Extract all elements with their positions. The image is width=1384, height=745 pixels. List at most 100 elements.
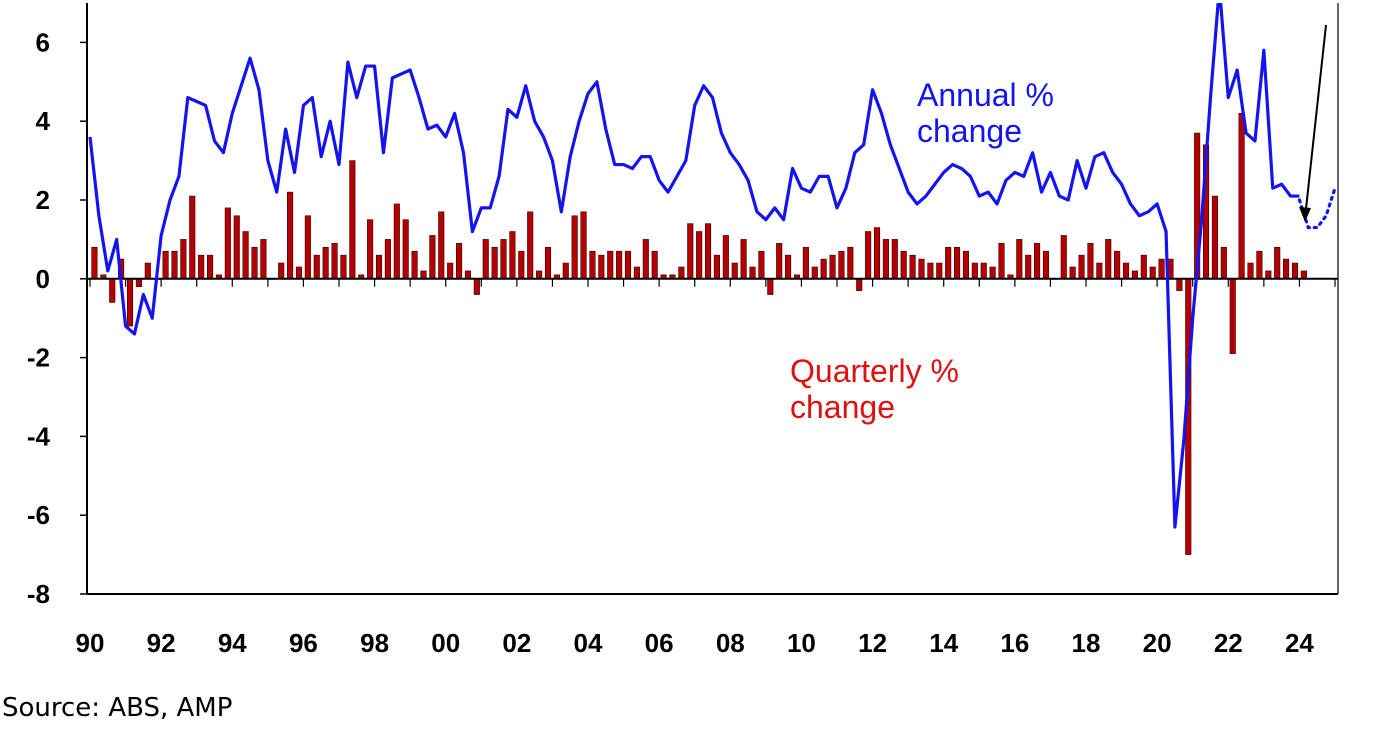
x-tick-label: 14 <box>929 628 958 658</box>
quarterly-bar <box>776 243 783 280</box>
quarterly-bar <box>509 231 516 280</box>
quarterly-bar <box>891 239 898 280</box>
quarterly-bar <box>482 239 489 280</box>
quarterly-bar <box>971 262 978 280</box>
quarterly-bar <box>1069 266 1076 280</box>
axes <box>80 3 1339 595</box>
quarterly-bar <box>1158 258 1165 280</box>
quarterly-bar <box>518 250 525 280</box>
annual-label-line1: Annual % <box>917 77 1054 113</box>
x-tick-label: 00 <box>431 628 460 658</box>
x-tick-label: 16 <box>1000 628 1029 658</box>
quarterly-bar <box>740 239 747 280</box>
quarterly-bar <box>126 278 134 327</box>
x-tick-label: 18 <box>1072 628 1101 658</box>
x-tick-label: 02 <box>502 628 531 658</box>
quarterly-bar <box>749 266 756 280</box>
quarterly-bar <box>135 278 142 287</box>
y-tick-label: 0 <box>36 264 50 294</box>
quarterly-bar <box>989 266 996 280</box>
quarterly-bar <box>251 246 258 280</box>
quarterly-bar <box>1087 243 1094 280</box>
y-tick-label: -8 <box>27 579 50 609</box>
quarterly-bar <box>1114 250 1121 280</box>
x-tick-label: 08 <box>716 628 745 658</box>
quarterly-bar <box>198 254 205 280</box>
quarterly-bar <box>1300 270 1307 280</box>
quarterly-bar <box>624 250 632 280</box>
quarterly-bar <box>936 262 943 280</box>
quarterly-bar <box>651 250 658 280</box>
quarterly-bar <box>838 250 845 280</box>
source-note: Source: ABS, AMP <box>2 693 233 723</box>
quarterly-bar <box>1122 262 1130 280</box>
quarterly-bar <box>580 211 587 280</box>
quarterly-bar <box>1274 246 1281 280</box>
quarterly-bar <box>882 239 889 280</box>
quarterly-bar <box>1229 278 1236 354</box>
quarterly-bar <box>589 250 596 280</box>
quarterly-bar <box>918 258 925 280</box>
quarterly-bar <box>1283 258 1290 280</box>
quarterly-bar <box>811 266 818 280</box>
quarterly-bar <box>731 262 738 280</box>
quarterly-bar <box>1211 195 1218 280</box>
quarterly-bar <box>464 270 472 280</box>
quarterly-bar <box>642 239 649 280</box>
x-tick-label: 20 <box>1143 628 1172 658</box>
forecast-line <box>1297 186 1337 230</box>
quarterly-bar <box>722 235 729 280</box>
quarterly-bar <box>1060 235 1067 280</box>
quarterly-bar <box>544 246 552 280</box>
quarterly-bar <box>171 250 178 280</box>
x-tick-label: 92 <box>147 628 176 658</box>
quarterly-bar <box>491 246 498 280</box>
quarterly-bar <box>1220 246 1227 280</box>
quarterly-bar <box>375 254 383 280</box>
quarterly-bar <box>571 215 578 280</box>
y-tick-label: -2 <box>27 343 50 373</box>
forecast-arrow <box>1299 24 1327 222</box>
x-tick-label: 90 <box>76 628 105 658</box>
quarterly-bar <box>562 262 569 280</box>
quarterly-bar <box>162 250 169 280</box>
x-tick-label: 96 <box>289 628 318 658</box>
y-tick-label: -4 <box>27 421 51 451</box>
quarterly-bar <box>696 231 703 280</box>
annual-label-line2: change <box>917 113 1022 149</box>
quarterly-bar <box>678 266 685 280</box>
quarterly-bar <box>233 215 240 280</box>
quarterly-bar <box>847 246 854 280</box>
quarterly-bar <box>865 231 872 280</box>
quarterly-bar <box>758 250 765 280</box>
x-tick-label: 94 <box>218 628 247 658</box>
quarterly-bar <box>180 239 187 280</box>
y-tick-label: 6 <box>36 27 50 57</box>
quarterly-bar <box>1265 270 1272 280</box>
quarterly-bar <box>109 278 116 303</box>
quarterly-bar <box>455 243 463 280</box>
quarterly-bar <box>144 262 151 280</box>
quarterly-bar <box>393 203 400 280</box>
quarterly-bar <box>1149 266 1156 280</box>
quarterly-bar <box>785 254 792 280</box>
quarterly-label-line1: Quarterly % <box>790 353 959 389</box>
quarterly-bar <box>900 250 907 280</box>
quarterly-bar <box>998 243 1005 280</box>
quarterly-bar <box>1238 113 1245 280</box>
quarterly-bar <box>980 262 987 280</box>
quarterly-bar <box>473 278 480 295</box>
quarterly-bar <box>873 227 881 280</box>
x-tick-label: 06 <box>645 628 674 658</box>
quarterly-bar <box>447 262 454 280</box>
quarterly-bar <box>429 235 436 280</box>
quarterly-bar <box>704 223 712 280</box>
quarterly-bar <box>953 246 961 280</box>
quarterly-bar <box>349 160 356 280</box>
quarterly-bar <box>1034 243 1041 280</box>
x-tick-label: 04 <box>574 628 603 658</box>
quarterly-bar <box>536 270 543 280</box>
quarterly-bar <box>1131 270 1138 280</box>
quarterly-bar <box>91 246 98 280</box>
